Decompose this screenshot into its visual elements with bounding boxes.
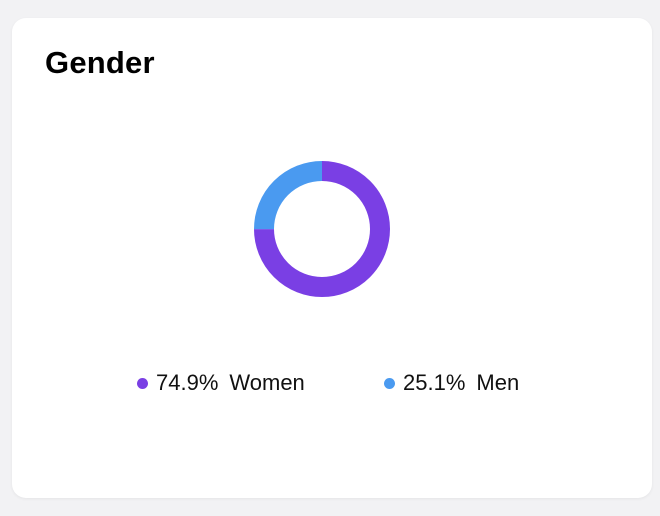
legend-women-percent: 74.9%	[156, 370, 218, 396]
legend-dot-women-icon	[137, 378, 148, 389]
gender-donut-chart	[252, 159, 392, 299]
card-title: Gender	[45, 45, 155, 81]
gender-card: Gender 74.9% Women 25.1% Men	[12, 18, 652, 498]
legend-women-label: Women	[229, 370, 304, 396]
legend-item-men: 25.1% Men	[384, 370, 519, 396]
chart-legend: 74.9% Women 25.1% Men	[12, 370, 652, 400]
legend-dot-men-icon	[384, 378, 395, 389]
legend-item-women: 74.9% Women	[137, 370, 305, 396]
legend-men-label: Men	[476, 370, 519, 396]
legend-men-percent: 25.1%	[403, 370, 465, 396]
